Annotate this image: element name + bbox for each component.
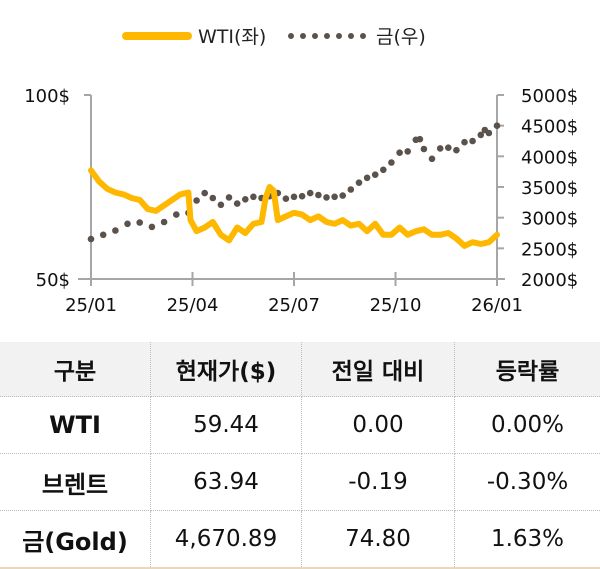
row-rate: 1.63% bbox=[455, 511, 600, 569]
svg-text:4000$: 4000$ bbox=[521, 147, 578, 168]
right-axis-labels: 5000$ 4500$ 4000$ 3500$ 3000$ 2500$ 2000$ bbox=[521, 86, 578, 291]
svg-text:3000$: 3000$ bbox=[521, 209, 578, 230]
price-chart: 100$ 50$ 5000$ 4500$ 4000$ 3500$ 3000$ 2500$ 20… bbox=[0, 60, 600, 330]
row-price: 63.94 bbox=[151, 454, 302, 511]
legend-item-gold: 금(우) bbox=[288, 22, 426, 49]
row-name: 금(Gold) bbox=[0, 511, 151, 569]
row-change: 74.80 bbox=[302, 511, 455, 569]
row-rate: 0.00% bbox=[455, 397, 600, 454]
svg-text:4500$: 4500$ bbox=[521, 117, 578, 138]
svg-text:3500$: 3500$ bbox=[521, 178, 578, 199]
svg-text:2500$: 2500$ bbox=[521, 239, 578, 260]
table-row: WTI 59.44 0.00 0.00% bbox=[0, 397, 600, 454]
svg-text:50$: 50$ bbox=[36, 270, 70, 291]
legend-label-gold: 금(우) bbox=[376, 22, 426, 49]
x-axis-labels: 25/01 25/04 25/07 25/10 26/01 bbox=[65, 295, 523, 316]
left-axis-labels: 100$ 50$ bbox=[24, 86, 70, 291]
header-price: 현재가($) bbox=[151, 342, 302, 397]
table-row: 금(Gold) 4,670.89 74.80 1.63% bbox=[0, 511, 600, 569]
row-price: 4,670.89 bbox=[151, 511, 302, 569]
chart-axes bbox=[78, 95, 505, 286]
row-change: -0.19 bbox=[302, 454, 455, 511]
svg-text:25/07: 25/07 bbox=[268, 295, 320, 316]
svg-text:5000$: 5000$ bbox=[521, 86, 578, 107]
chart-legend: WTI(좌) 금(우) bbox=[0, 22, 600, 54]
svg-text:100$: 100$ bbox=[24, 86, 70, 107]
row-price: 59.44 bbox=[151, 397, 302, 454]
svg-text:25/04: 25/04 bbox=[167, 295, 219, 316]
legend-line-swatch bbox=[122, 32, 192, 40]
gold-series bbox=[88, 122, 501, 242]
wti-series bbox=[91, 170, 497, 246]
row-name: WTI bbox=[0, 397, 151, 454]
header-category: 구분 bbox=[0, 342, 151, 397]
svg-text:25/10: 25/10 bbox=[370, 295, 422, 316]
quotes-table: 구분 현재가($) 전일 대비 등락률 WTI 59.44 0.00 0.00%… bbox=[0, 342, 600, 569]
header-change: 전일 대비 bbox=[302, 342, 455, 397]
header-rate: 등락률 bbox=[455, 342, 600, 397]
row-rate: -0.30% bbox=[455, 454, 600, 511]
svg-text:2000$: 2000$ bbox=[521, 270, 578, 291]
table-header-row: 구분 현재가($) 전일 대비 등락률 bbox=[0, 342, 600, 397]
legend-label-wti: WTI(좌) bbox=[198, 22, 266, 49]
svg-text:25/01: 25/01 bbox=[65, 295, 117, 316]
row-name: 브렌트 bbox=[0, 454, 151, 511]
svg-text:26/01: 26/01 bbox=[471, 295, 523, 316]
legend-dots-swatch bbox=[288, 33, 366, 39]
table-row: 브렌트 63.94 -0.19 -0.30% bbox=[0, 454, 600, 511]
row-change: 0.00 bbox=[302, 397, 455, 454]
legend-item-wti: WTI(좌) bbox=[122, 22, 266, 49]
